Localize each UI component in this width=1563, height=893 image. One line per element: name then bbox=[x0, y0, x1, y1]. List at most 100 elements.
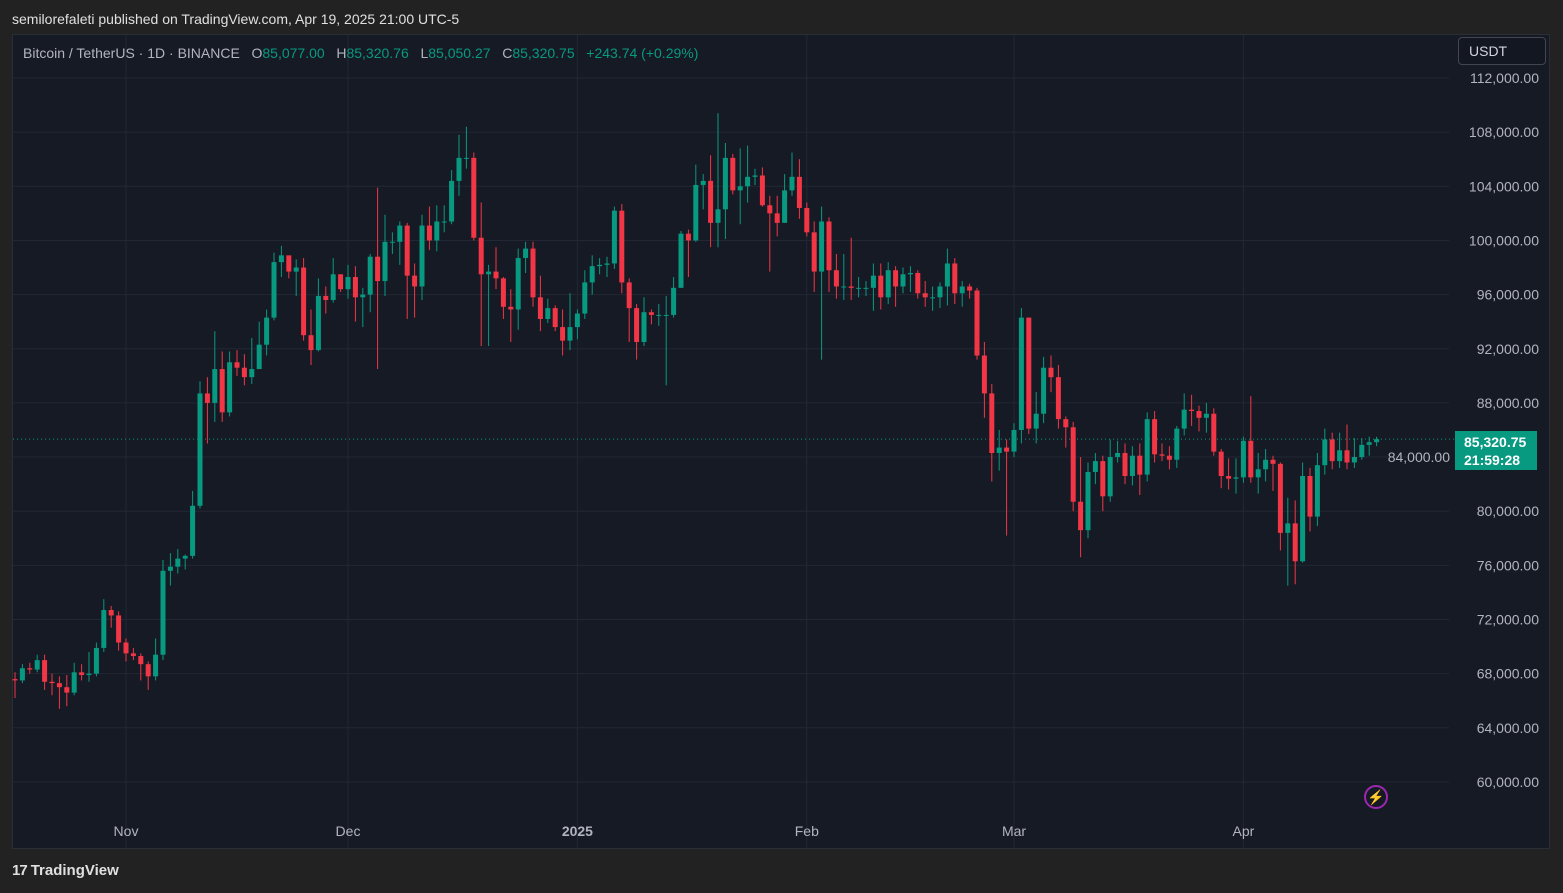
candle bbox=[323, 286, 329, 314]
price-tick-label: 96,000.00 bbox=[1477, 287, 1539, 303]
candle-body bbox=[71, 672, 77, 693]
candle bbox=[175, 549, 181, 574]
candle-body bbox=[1344, 450, 1350, 463]
low-value: 85,050.27 bbox=[428, 45, 491, 61]
candle-body bbox=[167, 566, 173, 571]
candle bbox=[730, 153, 736, 195]
candle-body bbox=[256, 344, 262, 370]
candle bbox=[19, 664, 25, 684]
price-tick-label: 72,000.00 bbox=[1477, 612, 1539, 628]
candle bbox=[656, 304, 662, 326]
candle-body bbox=[426, 225, 432, 241]
candle bbox=[1078, 457, 1084, 558]
candle bbox=[397, 221, 403, 265]
candle-body bbox=[241, 367, 247, 378]
candle-body bbox=[671, 287, 677, 315]
symbol-title[interactable]: Bitcoin / TetherUS · 1D · BINANCE bbox=[23, 45, 240, 61]
candle-body bbox=[1070, 427, 1076, 502]
candle-body bbox=[981, 355, 987, 394]
tradingview-logo[interactable]: 17 TradingView bbox=[12, 862, 119, 879]
price-tick-label: 108,000.00 bbox=[1469, 124, 1539, 140]
candle-body bbox=[1181, 409, 1187, 429]
candle-body bbox=[301, 267, 307, 336]
candle bbox=[360, 287, 366, 328]
candle bbox=[382, 214, 388, 296]
candle-body bbox=[685, 233, 691, 241]
candle bbox=[1085, 462, 1091, 539]
candle-body bbox=[530, 248, 536, 298]
candle-body bbox=[1144, 419, 1150, 475]
candle-body bbox=[145, 664, 151, 677]
candle-body bbox=[641, 312, 647, 342]
price-tick-label: 100,000.00 bbox=[1469, 232, 1539, 248]
lightning-icon[interactable]: ⚡ bbox=[1364, 785, 1388, 809]
candle-body bbox=[515, 258, 521, 310]
candle-body bbox=[64, 687, 70, 693]
candle-body bbox=[108, 610, 114, 616]
candle-body bbox=[952, 263, 958, 294]
currency-button[interactable]: USDT bbox=[1458, 37, 1546, 65]
candle bbox=[130, 647, 136, 661]
candle bbox=[811, 221, 817, 292]
candle-body bbox=[693, 184, 699, 241]
candle bbox=[123, 638, 129, 662]
candle bbox=[1107, 439, 1113, 502]
change-value: +243.74 (+0.29%) bbox=[586, 45, 699, 61]
candle-body bbox=[848, 286, 854, 288]
candle-body bbox=[722, 157, 728, 210]
candle-body bbox=[1137, 455, 1143, 475]
last-price-label: 85,320.75 21:59:28 bbox=[1455, 431, 1537, 470]
candle-body bbox=[249, 369, 255, 378]
candle-body bbox=[1374, 439, 1380, 443]
price-tick-label: 84,000.00 bbox=[1388, 449, 1450, 465]
candle-body bbox=[1329, 439, 1335, 462]
candle-body bbox=[79, 672, 85, 676]
candle-body bbox=[589, 266, 595, 283]
candle bbox=[545, 298, 551, 324]
candle-body bbox=[1337, 450, 1343, 462]
candle-body bbox=[1026, 317, 1032, 429]
candle bbox=[552, 305, 558, 332]
high-value: 85,320.76 bbox=[346, 45, 409, 61]
candle-body bbox=[752, 175, 758, 177]
candle bbox=[160, 559, 166, 661]
candle bbox=[212, 331, 218, 422]
candle bbox=[589, 255, 595, 295]
candle-body bbox=[922, 293, 928, 298]
candle bbox=[715, 113, 721, 248]
candle-body bbox=[486, 271, 492, 275]
candle-body bbox=[1174, 428, 1180, 460]
candle-body bbox=[937, 286, 943, 298]
candle bbox=[101, 599, 107, 652]
candle bbox=[626, 278, 632, 342]
candle bbox=[1337, 432, 1343, 468]
candle bbox=[981, 341, 987, 418]
candle-body bbox=[967, 286, 973, 291]
candle-body bbox=[330, 274, 336, 301]
candle bbox=[863, 281, 869, 296]
candle bbox=[1374, 436, 1380, 447]
candle-body bbox=[545, 308, 551, 319]
candle-body bbox=[597, 264, 603, 267]
candle bbox=[167, 553, 173, 586]
candle bbox=[234, 350, 240, 376]
candle-body bbox=[1359, 444, 1365, 458]
candle bbox=[93, 642, 99, 677]
candle bbox=[1011, 423, 1017, 458]
price-tick-label: 92,000.00 bbox=[1477, 341, 1539, 357]
candle bbox=[959, 281, 965, 307]
candle bbox=[833, 253, 839, 299]
candle-body bbox=[93, 647, 99, 674]
candle bbox=[870, 263, 876, 311]
candle bbox=[1166, 446, 1172, 470]
candle-body bbox=[856, 287, 862, 289]
candle-body bbox=[1004, 447, 1010, 452]
candle-body bbox=[1366, 442, 1372, 445]
candle bbox=[286, 255, 292, 279]
candle bbox=[996, 429, 1002, 471]
chart-pane[interactable] bbox=[12, 34, 1550, 849]
candle-body bbox=[1048, 367, 1054, 378]
candle-body bbox=[796, 176, 802, 208]
candle bbox=[841, 253, 847, 301]
